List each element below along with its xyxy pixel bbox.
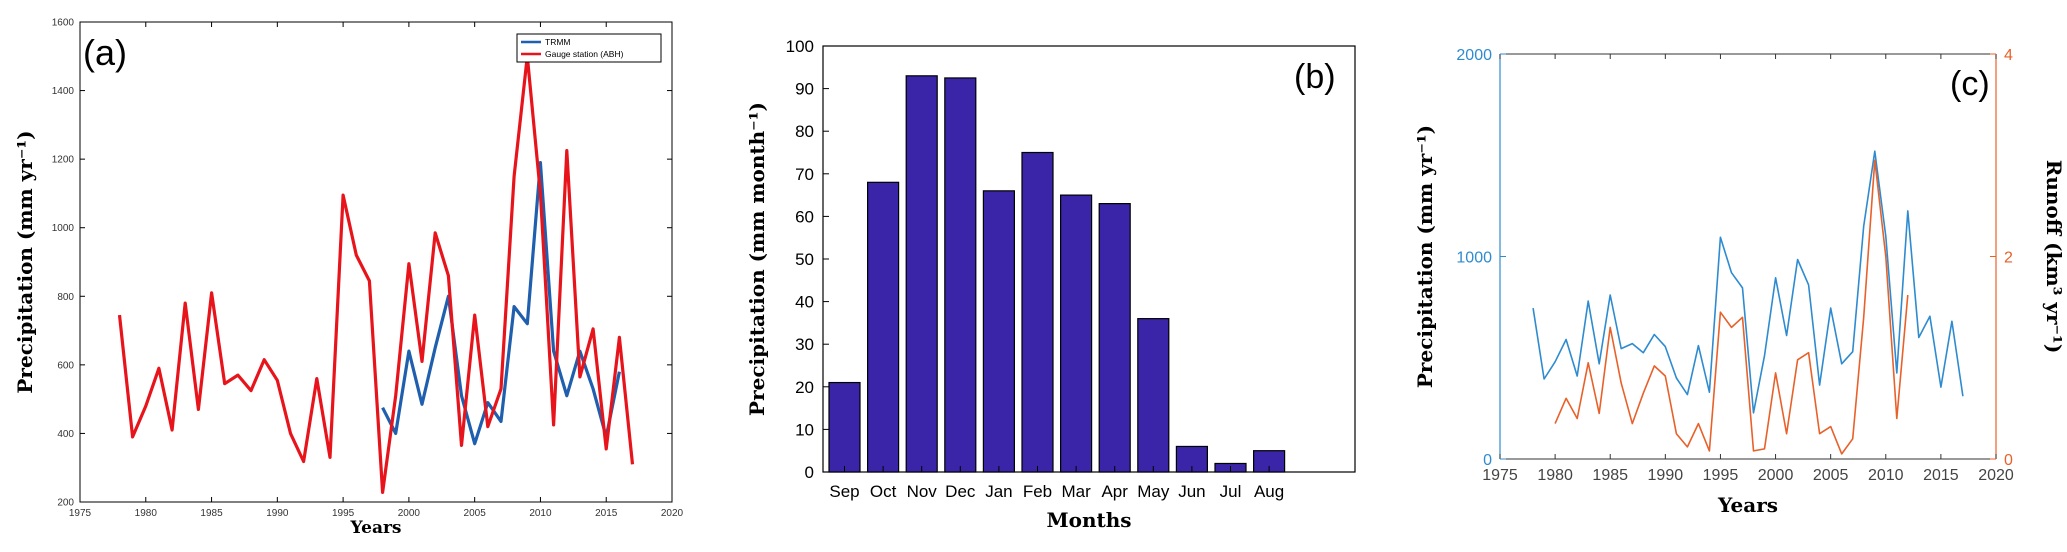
y-axis-label: Precipitation (mm month⁻¹)	[745, 102, 769, 416]
plot-frame	[79, 21, 673, 503]
bar-apr	[1098, 203, 1131, 473]
x-axis-label: Years	[349, 518, 401, 538]
x-tick-label: Jan	[985, 482, 1012, 501]
x-tick-label: 2010	[1868, 467, 1904, 484]
y-tick-label: 1600	[52, 18, 75, 29]
bar-dec	[944, 77, 977, 473]
y-tick-label: 1000	[52, 223, 75, 234]
precipitation-line	[1532, 150, 1964, 414]
y-tick-label: 100	[786, 37, 814, 56]
y-axis-label: Precipitation (mm yr⁻¹)	[13, 130, 37, 393]
y-tick-label: 1000	[1456, 250, 1492, 267]
runoff-line	[1554, 159, 1909, 455]
x-tick-label: 2000	[398, 508, 421, 519]
x-tick-label: Nov	[907, 482, 938, 501]
panel-label: (a)	[83, 32, 127, 73]
x-tick-label: 1985	[200, 508, 223, 519]
bar-may	[1137, 318, 1170, 473]
x-tick-label: Sep	[829, 482, 859, 501]
x-tick-label: May	[1137, 482, 1170, 501]
x-tick-label: 1975	[1482, 467, 1518, 484]
y2-tick-label: 0	[2004, 452, 2013, 469]
y-tick-label: 200	[57, 498, 74, 509]
x-tick-label: Aug	[1254, 482, 1284, 501]
x-axis-label: Months	[1046, 508, 1131, 532]
x-tick-label: 2020	[661, 508, 684, 519]
y-axis-label: Precipitation (mm yr⁻¹)	[1413, 125, 1437, 388]
y-tick-label: 800	[57, 292, 74, 303]
y2-axis-label: Runoff (km³ yr⁻¹)	[2042, 160, 2066, 354]
y-tick-label: 2000	[1456, 47, 1492, 64]
y-tick-label: 0	[805, 463, 814, 482]
y-tick-label: 1400	[52, 86, 75, 97]
x-tick-label: 1980	[1537, 467, 1573, 484]
x-tick-label: 2000	[1758, 467, 1794, 484]
x-tick-label: Mar	[1061, 482, 1091, 501]
y-tick-label: 20	[795, 378, 814, 397]
panel-b: 0 10 20 30 40 50 60 70 80 90 100 Sep Oct Nov Dec Jan Feb…	[745, 37, 1356, 532]
x-tick-label: Apr	[1101, 482, 1128, 501]
bar-mar	[1059, 194, 1093, 473]
x-tick-label: 1995	[1703, 467, 1739, 484]
x-tick-label: 1980	[135, 508, 158, 519]
x-tick-label: 2005	[464, 508, 487, 519]
y-tick-label: 600	[57, 360, 74, 371]
legend-box	[516, 33, 662, 63]
x-tick-label: 2010	[529, 508, 552, 519]
x-tick-label: Oct	[870, 482, 897, 501]
bar-nov	[905, 75, 938, 473]
y2-tick-label: 4	[2004, 47, 2013, 64]
y-tick-label: 400	[57, 429, 74, 440]
y-tick-label: 1200	[52, 155, 75, 166]
x-tick-label: 1990	[1648, 467, 1684, 484]
x-tick-label: 2015	[595, 508, 618, 519]
bar-jan	[982, 190, 1016, 473]
y-tick-label: 80	[795, 122, 814, 141]
x-tick-label: 2005	[1813, 467, 1849, 484]
panel-label: (b)	[1294, 58, 1336, 96]
y-tick-label: 60	[795, 207, 814, 226]
legend-label: Gauge station (ABH)	[545, 49, 624, 59]
x-tick-label: 2020	[1978, 467, 2014, 484]
x-tick-label: 2015	[1923, 467, 1959, 484]
y-tick-label: 70	[795, 165, 814, 184]
x-axis-label: Years	[1717, 493, 1778, 517]
panel-label: (c)	[1950, 65, 1990, 103]
x-tick-label: Dec	[945, 482, 976, 501]
x-tick-label: Jul	[1220, 482, 1242, 501]
x-tick-label: 1985	[1592, 467, 1628, 484]
bar-oct	[866, 181, 900, 473]
y-tick-label: 40	[795, 293, 814, 312]
bar-sep	[828, 381, 861, 473]
y-tick-label: 10	[795, 420, 814, 439]
bar-feb	[1021, 151, 1054, 473]
gauge-line	[117, 54, 635, 494]
x-tick-label: Feb	[1023, 482, 1052, 501]
x-tick-label: 1995	[332, 508, 355, 519]
y-tick-label: 30	[795, 335, 814, 354]
panel-c: 1975 1980 1985 1990 1995 2000 2005 2010 2015 2020…	[1413, 47, 2066, 517]
x-tick-label: 1975	[69, 508, 92, 519]
y-tick-label: 50	[795, 250, 814, 269]
x-tick-label: 1990	[266, 508, 289, 519]
y-tick-label: 90	[795, 80, 814, 99]
y2-tick-label: 2	[2004, 250, 2013, 267]
panel-a: 1975 1980 1985 1990 1995 2000 2005 2010 2015 2020…	[13, 18, 684, 539]
y-tick-label: 0	[1483, 452, 1492, 469]
x-tick-label: Jun	[1178, 482, 1205, 501]
legend-label: TRMM	[545, 37, 571, 47]
